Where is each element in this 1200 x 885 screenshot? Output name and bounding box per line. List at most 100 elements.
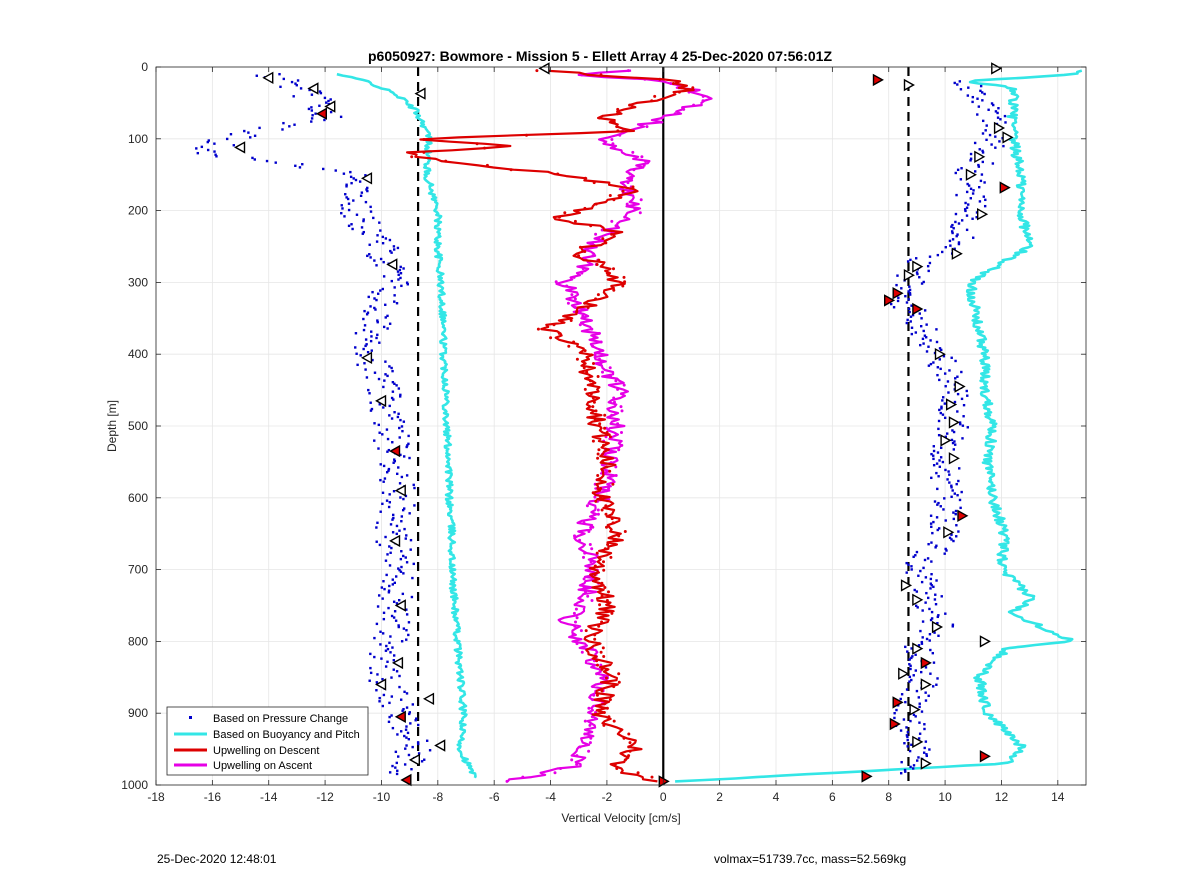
pressure-change-point — [366, 186, 369, 190]
pressure-change-point — [952, 448, 956, 451]
pressure-change-point — [946, 432, 949, 435]
pressure-change-point — [206, 140, 209, 144]
pressure-change-point — [292, 95, 295, 98]
x-axis-label: Vertical Velocity [cm/s] — [561, 811, 680, 825]
pressure-change-point — [347, 224, 351, 228]
series-point-ascent — [600, 349, 604, 353]
pressure-change-point — [994, 146, 997, 149]
pressure-change-point — [909, 320, 912, 323]
pressure-change-point — [938, 408, 941, 412]
series-point-ascent — [616, 387, 620, 391]
series-point-descent — [604, 241, 608, 245]
pressure-change-point — [912, 555, 915, 559]
pressure-change-point — [978, 185, 981, 189]
triangle-marker — [391, 656, 404, 670]
series-point-descent — [601, 607, 605, 611]
series-point-descent — [603, 586, 607, 589]
pressure-change-point — [253, 158, 256, 161]
pressure-change-point — [906, 318, 909, 322]
series-point-descent — [475, 142, 479, 146]
pressure-change-point — [952, 511, 955, 514]
pressure-change-point — [376, 292, 380, 295]
pressure-change-point — [307, 107, 311, 111]
pressure-change-point — [299, 87, 303, 90]
pressure-change-point — [341, 207, 344, 210]
pressure-change-point — [918, 705, 921, 709]
pressure-change-point — [402, 572, 405, 575]
pressure-change-point — [382, 275, 386, 278]
pressure-change-point — [921, 337, 925, 341]
pressure-change-point — [364, 344, 367, 348]
pressure-change-point — [950, 538, 953, 541]
pressure-change-point — [395, 670, 399, 673]
pressure-change-point — [375, 336, 378, 340]
series-point-descent — [607, 590, 610, 594]
series-point-ascent — [660, 116, 664, 120]
pressure-change-point — [397, 412, 400, 415]
pressure-change-point — [417, 723, 420, 727]
series-point-descent — [594, 409, 598, 413]
pressure-change-point — [378, 403, 381, 406]
pressure-change-point — [343, 215, 346, 218]
series-point-ascent — [620, 431, 623, 434]
x-tick-label: -18 — [147, 790, 165, 804]
pressure-change-point — [388, 238, 392, 242]
pressure-change-point — [910, 656, 913, 660]
pressure-change-point — [964, 201, 967, 205]
pressure-change-point — [903, 768, 907, 772]
triangle-marker — [898, 667, 910, 680]
pressure-change-point — [363, 362, 366, 365]
pressure-change-point — [917, 644, 921, 647]
pressure-change-point — [394, 619, 398, 622]
triangle-marker — [400, 773, 412, 787]
pressure-change-point — [925, 754, 928, 758]
pressure-change-point — [376, 673, 379, 676]
pressure-change-point — [368, 253, 371, 256]
pressure-change-point — [389, 551, 392, 554]
pressure-change-point — [928, 261, 932, 265]
y-tick-label: 0 — [141, 60, 148, 74]
series-point-ascent — [585, 728, 589, 732]
series-point-descent — [597, 624, 601, 628]
series-point-descent — [619, 728, 623, 732]
pressure-change-point — [376, 333, 379, 337]
pressure-change-point — [392, 489, 396, 493]
y-tick-label: 1000 — [121, 778, 148, 792]
series-point-ascent — [577, 637, 581, 641]
pressure-change-point — [959, 422, 962, 426]
pressure-change-point — [354, 332, 358, 335]
pressure-change-point — [909, 315, 913, 318]
pressure-change-point — [388, 365, 391, 368]
pressure-change-point — [971, 217, 974, 220]
legend-entry-buoyancy: Based on Buoyancy and Pitch — [174, 729, 360, 741]
pressure-change-point — [945, 549, 948, 552]
pressure-change-point — [991, 162, 995, 165]
series-point-ascent — [620, 409, 624, 413]
pressure-change-point — [930, 610, 934, 614]
pressure-change-point — [378, 700, 381, 703]
pressure-change-point — [971, 95, 975, 99]
pressure-change-point — [398, 268, 402, 272]
pressure-change-point — [930, 572, 933, 576]
pressure-change-point — [420, 760, 424, 763]
series-point-ascent — [601, 370, 604, 374]
pressure-change-point — [393, 286, 396, 289]
pressure-change-point — [950, 438, 954, 442]
pressure-change-point — [375, 264, 378, 267]
pressure-change-point — [892, 306, 896, 309]
series-point-ascent — [583, 551, 587, 555]
series-point-descent — [612, 120, 616, 124]
pressure-change-point — [933, 598, 937, 601]
pressure-change-point — [923, 309, 927, 312]
series-point-ascent — [574, 607, 578, 611]
series-point-descent — [557, 331, 561, 335]
pressure-change-point — [938, 358, 941, 361]
pressure-change-point — [404, 537, 407, 540]
pressure-change-point — [397, 755, 400, 758]
series-point-ascent — [603, 452, 607, 456]
pressure-change-point — [296, 79, 300, 82]
series-point-descent — [677, 90, 681, 94]
triangle-markers — [234, 62, 1014, 788]
triangle-marker — [977, 208, 989, 221]
triangle-marker — [889, 717, 901, 731]
